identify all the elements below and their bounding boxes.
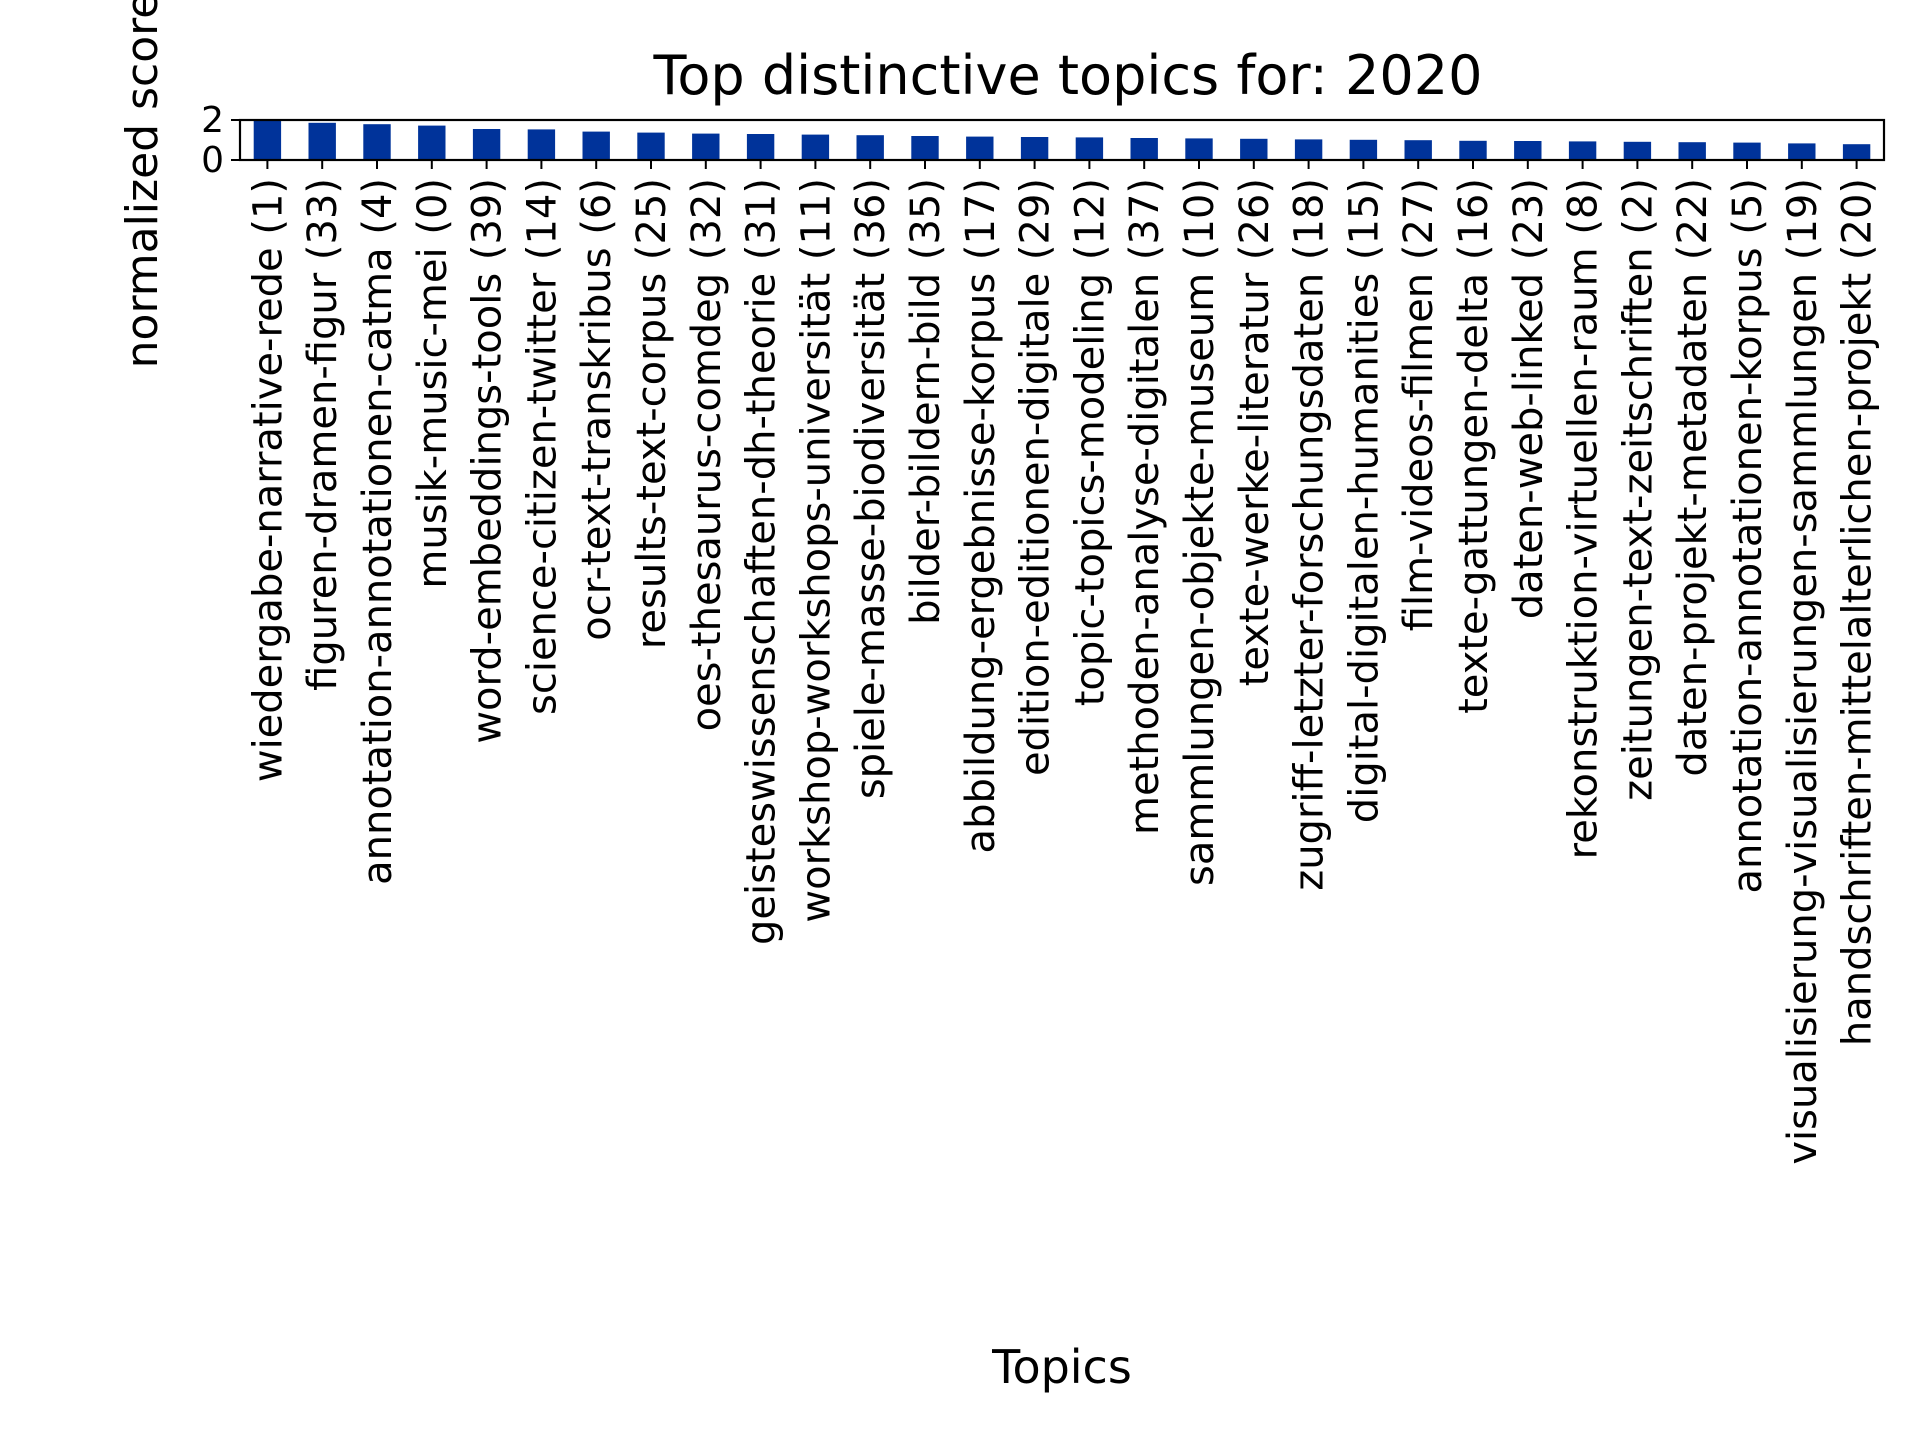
x-tick-label: results-text-corpus (25) — [629, 178, 675, 649]
bar — [363, 124, 391, 160]
x-tick-label: science-citizen-twitter (14) — [519, 178, 565, 715]
bar — [911, 136, 939, 160]
bar — [418, 125, 446, 160]
x-tick-label: edition-editionen-digitale (29) — [1013, 178, 1059, 776]
x-tick-label: abbildung-ergebnisse-korpus (17) — [958, 178, 1004, 853]
x-tick-label: methoden-analyse-digitalen (37) — [1122, 178, 1168, 835]
bar — [1020, 137, 1049, 160]
y-axis-label: normalized score — [117, 0, 168, 368]
x-tick-label: sammlungen-objekte-museum (10) — [1177, 178, 1223, 886]
bar — [1240, 138, 1268, 160]
y-tick-label: 0 — [201, 140, 224, 181]
bar — [966, 136, 994, 160]
plot-frame — [238, 118, 1886, 162]
bar — [1514, 141, 1542, 160]
bar — [472, 129, 501, 160]
x-tick-label: texte-gattungen-delta (16) — [1451, 178, 1497, 714]
bar — [1404, 140, 1432, 160]
bar — [1349, 139, 1378, 160]
bar — [1185, 138, 1213, 160]
x-tick-label: annotation-annotationen-catma (4) — [355, 178, 401, 885]
bars-layer — [253, 120, 1871, 160]
bar — [1459, 140, 1487, 160]
x-tick-label: spiele-masse-biodiversität (36) — [848, 178, 894, 799]
bar — [527, 129, 556, 160]
x-tick-label: ocr-text-transkribus (6) — [574, 178, 620, 641]
bar — [1130, 138, 1158, 160]
x-tick-label: annotation-annotationen-korpus (5) — [1725, 178, 1771, 893]
x-tick-label: daten-projekt-metadaten (22) — [1670, 178, 1716, 777]
chart-title: Top distinctive topics for: 2020 — [653, 44, 1483, 107]
x-tick-label: topic-topics-modeling (12) — [1067, 178, 1113, 706]
bar — [746, 134, 775, 160]
y-tick-label: 2 — [201, 100, 224, 141]
bar — [801, 134, 830, 160]
x-axis-label: Topics — [991, 1340, 1132, 1394]
bar — [1294, 139, 1323, 160]
x-tick-label: figuren-dramen-figur (33) — [300, 178, 346, 691]
x-tick-label: visualisierung-visualisierungen-sammlung… — [1780, 178, 1826, 1165]
bar — [856, 135, 884, 160]
y-axis: 02 — [201, 100, 240, 181]
bar — [1075, 137, 1104, 160]
x-tick-label: geisteswissenschaften-dh-theorie (31) — [739, 178, 785, 945]
x-tick-label: texte-werke-literatur (26) — [1232, 178, 1278, 686]
x-tick-label: workshop-workshops-universität (11) — [793, 178, 839, 923]
bar — [1678, 142, 1706, 160]
x-tick-label: film-videos-filmen (27) — [1396, 178, 1442, 631]
x-tick-label: bilder-bildern-bild (35) — [903, 178, 949, 625]
x-axis: wiedergabe-narrative-rede (1) figuren-dra… — [245, 160, 1881, 1165]
x-tick-label: wiedergabe-narrative-rede (1) — [245, 178, 291, 782]
x-tick-label: zeitungen-text-zeitschriften (2) — [1615, 178, 1661, 801]
bar — [1568, 141, 1597, 160]
x-tick-label: daten-web-linked (23) — [1506, 178, 1552, 619]
x-tick-label: word-embeddings-tools (39) — [465, 178, 511, 744]
x-tick-label: handschriften-mittelalterlichen-projekt … — [1835, 178, 1881, 1046]
x-tick-label: zugriff-letzter-forschungsdaten (18) — [1287, 178, 1333, 891]
bar — [1733, 142, 1761, 160]
bar — [253, 120, 282, 160]
bar — [582, 131, 610, 160]
bar — [1623, 141, 1652, 160]
x-tick-label: rekonstruktion-virtuellen-raum (8) — [1561, 178, 1607, 859]
x-tick-label: digital-digitalen-humanities (15) — [1341, 178, 1387, 823]
bar — [308, 122, 336, 160]
x-tick-label: oes-thesaurus-comdeg (32) — [684, 178, 730, 731]
bar — [1842, 144, 1871, 160]
x-tick-label: musik-music-mei (0) — [410, 178, 456, 589]
bar — [692, 133, 720, 160]
bar — [637, 132, 665, 160]
bar — [1788, 143, 1816, 160]
